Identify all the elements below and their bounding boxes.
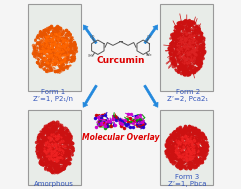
Text: HO: HO — [89, 35, 95, 39]
Text: Molecular Overlay: Molecular Overlay — [82, 133, 159, 143]
Text: Amorphous: Amorphous — [33, 181, 73, 187]
Bar — [28, 110, 81, 185]
Text: OMe: OMe — [88, 54, 95, 58]
Text: Curcumin: Curcumin — [96, 56, 145, 65]
Text: Form 1
Z’=1, P2₁/n: Form 1 Z’=1, P2₁/n — [33, 89, 74, 102]
Text: OH: OH — [147, 35, 152, 39]
Bar — [160, 110, 213, 185]
Bar — [160, 4, 213, 91]
Text: Form 2
Z’=2, Pca2₁: Form 2 Z’=2, Pca2₁ — [167, 89, 208, 102]
Text: Form 3
Z’=1, Pbca: Form 3 Z’=1, Pbca — [168, 174, 207, 187]
Text: OMe: OMe — [146, 53, 153, 57]
Bar — [28, 4, 81, 91]
